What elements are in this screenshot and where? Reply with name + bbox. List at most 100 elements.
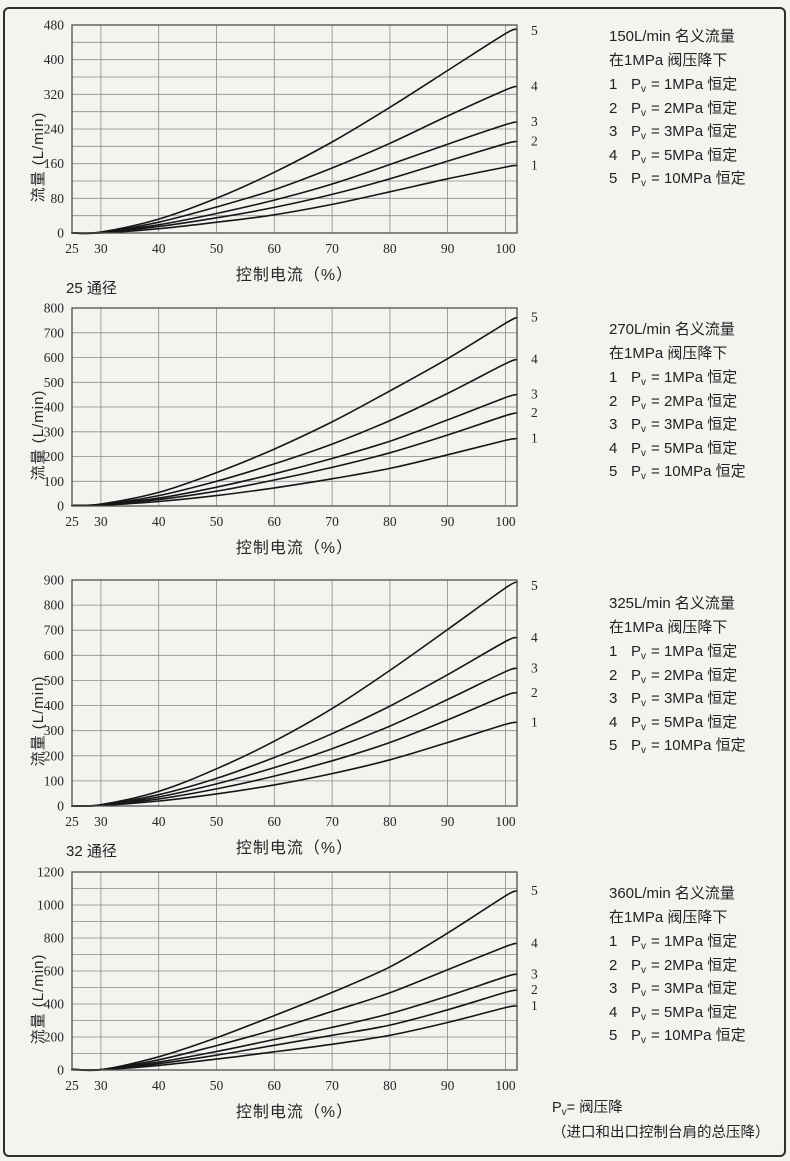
- legend-item-text: = 1MPa 恒定: [651, 76, 738, 93]
- curve-number-label: 2: [531, 982, 538, 997]
- curve-pv-3MPa: [71, 667, 518, 807]
- legend-item: 1 Pv = 1MPa 恒定: [609, 73, 784, 97]
- legend-item-number: 1: [609, 76, 618, 93]
- x-tick-label: 50: [210, 1078, 224, 1093]
- x-axis-tick-labels: 25 30 40 50 60 70 80 90 100: [65, 241, 516, 256]
- legend-item-text: = 10MPa 恒定: [651, 170, 746, 187]
- legend-subtitle: 在1MPa 阀压降下: [609, 618, 728, 636]
- curve-number-label: 3: [531, 660, 538, 675]
- y-tick-label: 200: [44, 1030, 65, 1045]
- curve-number-label: 5: [531, 23, 538, 38]
- x-tick-label: 100: [495, 814, 515, 829]
- curve-pv-2MPa: [71, 140, 518, 234]
- x-tick-label: 30: [94, 814, 108, 829]
- x-tick-label: 30: [94, 514, 108, 529]
- curve-pv-1MPa: [71, 164, 518, 235]
- pv-symbol: Pv: [631, 737, 647, 756]
- legend-item-text: = 10MPa 恒定: [651, 463, 746, 480]
- x-tick-label: 40: [152, 514, 166, 529]
- x-tick-label: 40: [152, 814, 166, 829]
- curves: [71, 581, 518, 808]
- legend-title: 270L/min 名义流量: [609, 321, 735, 338]
- y-axis-label: 流量 (L/min): [30, 112, 47, 203]
- x-tick-label: 70: [325, 241, 339, 256]
- legend-item: 3 Pv = 3MPa 恒定: [609, 977, 784, 1001]
- curve-pv-2MPa: [71, 989, 518, 1071]
- curve-pv-5MPa: [71, 85, 518, 235]
- x-tick-label: 90: [441, 1078, 455, 1093]
- pv-symbol: Pv: [631, 690, 647, 709]
- legend-item-number: 2: [609, 99, 618, 117]
- legend-item-number: 2: [609, 666, 618, 684]
- legend-item-text: = 2MPa 恒定: [651, 99, 738, 117]
- x-tick-label: 40: [152, 241, 166, 256]
- legend-item-text: = 3MPa 恒定: [651, 123, 738, 140]
- legend-item-number: 3: [609, 416, 618, 433]
- legend-item-number: 1: [609, 933, 618, 950]
- y-tick-label: 500: [44, 375, 65, 390]
- pv-symbol: Pv: [631, 713, 647, 733]
- x-axis-tick-labels: 25 30 40 50 60 70 80 90 100: [65, 1078, 516, 1093]
- x-tick-label: 100: [495, 1078, 515, 1093]
- x-tick-label: 100: [495, 241, 515, 256]
- y-axis-label: 流量 (L/min): [30, 390, 47, 481]
- legend-item-number: 2: [609, 956, 618, 974]
- legend-items: 1 Pv = 1MPa 恒定 2 Pv = 2MPa 恒定 3 Pv = 3MPa 恒定 4 Pv =…: [609, 640, 784, 758]
- legend-item-text: = 1MPa 恒定: [651, 933, 738, 950]
- y-tick-label: 160: [44, 156, 65, 171]
- y-tick-label: 0: [57, 799, 64, 814]
- legend-item: 3 Pv = 3MPa 恒定: [609, 413, 784, 437]
- y-tick-label: 400: [44, 698, 65, 713]
- legend-item-number: 3: [609, 690, 618, 707]
- legend-item: 1 Pv = 1MPa 恒定: [609, 366, 784, 390]
- legend-item-text: = 5MPa 恒定: [651, 1003, 738, 1021]
- y-tick-label: 400: [44, 400, 65, 415]
- x-tick-label: 70: [325, 514, 339, 529]
- legend-item: 4 Pv = 5MPa 恒定: [609, 144, 784, 168]
- x-tick-label: 50: [210, 241, 224, 256]
- curve-number-label: 1: [531, 157, 538, 172]
- curve-pv-10MPa: [71, 28, 518, 235]
- curve-pv-10MPa: [71, 890, 518, 1072]
- legend-item-number: 2: [609, 392, 618, 410]
- pv-symbol: Pv: [631, 369, 647, 388]
- y-tick-label: 600: [44, 648, 65, 663]
- x-axis-label: 控制电流（%）: [236, 839, 353, 857]
- legend-item-text: = 3MPa 恒定: [651, 980, 738, 997]
- y-tick-label: 200: [44, 748, 65, 763]
- y-tick-label: 80: [51, 191, 65, 206]
- y-axis-label: 流量 (L/min): [30, 954, 47, 1045]
- legend-item-text: = 5MPa 恒定: [651, 439, 738, 457]
- plot-frame: [71, 871, 518, 1071]
- y-tick-label: 600: [44, 350, 65, 365]
- curve-number-label: 5: [531, 883, 538, 898]
- footnote: Pv= 阀压降 （进口和出口控制台肩的总压降）: [552, 1098, 770, 1144]
- y-tick-label: 700: [44, 623, 65, 638]
- pv-symbol: Pv: [631, 76, 647, 95]
- x-tick-label: 40: [152, 1078, 166, 1093]
- x-tick-label: 25: [65, 1078, 79, 1093]
- y-axis-tick-labels: 0 100 200 300 400 500 600 700 800: [44, 301, 65, 514]
- legend-items: 1 Pv = 1MPa 恒定 2 Pv = 2MPa 恒定 3 Pv = 3MPa 恒定 4 Pv =…: [609, 366, 784, 484]
- curve-number-label: 5: [531, 309, 538, 324]
- curve-number-label: 3: [531, 966, 538, 981]
- curve-pv-2MPa: [71, 412, 518, 507]
- y-tick-label: 0: [57, 226, 64, 241]
- y-tick-label: 400: [44, 997, 65, 1012]
- legend-item-text: = 2MPa 恒定: [651, 666, 738, 684]
- plot-frame: [71, 24, 518, 234]
- legend-item: 2 Pv = 2MPa 恒定: [609, 390, 784, 414]
- x-tick-label: 60: [268, 514, 282, 529]
- x-tick-label: 90: [441, 814, 455, 829]
- legend-item-number: 3: [609, 980, 618, 997]
- x-tick-label: 30: [94, 1078, 108, 1093]
- legend-item-number: 5: [609, 1027, 618, 1044]
- curve-number-labels: 1 2 3 4 5: [531, 578, 538, 729]
- curve-pv-10MPa: [71, 316, 518, 507]
- legend-item: 4 Pv = 5MPa 恒定: [609, 437, 784, 461]
- x-tick-label: 80: [383, 1078, 397, 1093]
- legend-item: 2 Pv = 2MPa 恒定: [609, 97, 784, 121]
- y-tick-label: 900: [44, 573, 65, 588]
- curve-pv-5MPa: [71, 636, 518, 807]
